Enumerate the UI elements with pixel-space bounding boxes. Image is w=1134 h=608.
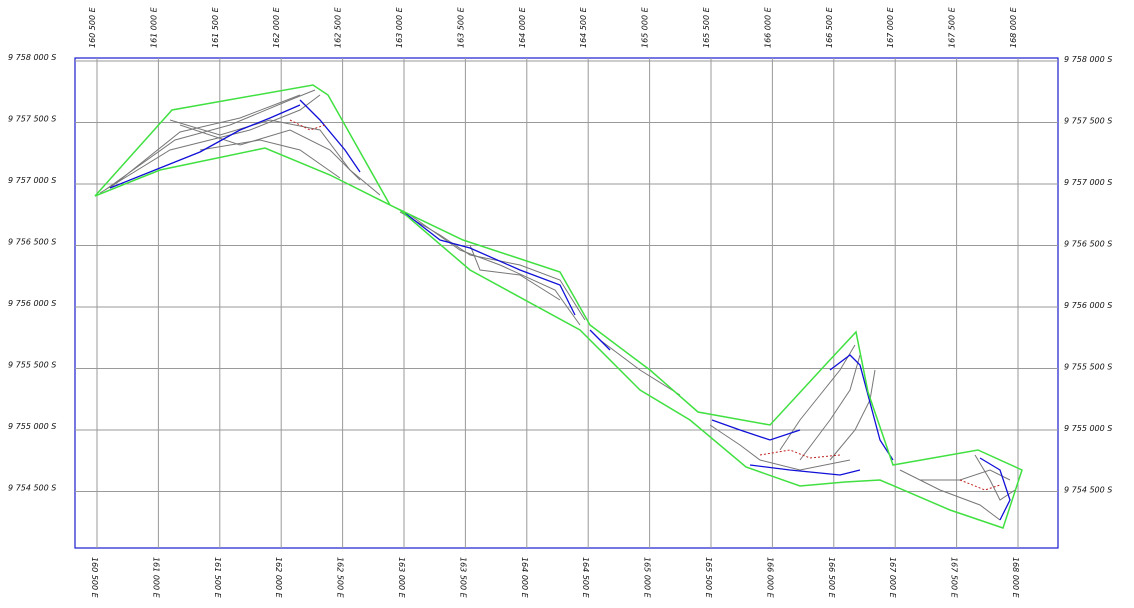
top-coordinate-label: 166 500 E: [825, 6, 834, 48]
top-coordinate-label: 167 500 E: [948, 6, 957, 48]
bottom-coordinate-label: 166 000 E: [765, 557, 774, 599]
bottom-coordinate-label: 161 500 E: [213, 557, 222, 599]
top-coordinate-label: 162 500 E: [334, 6, 343, 48]
top-coordinate-label: 166 000 E: [763, 6, 772, 48]
top-coordinate-label: 164 000 E: [518, 6, 527, 48]
bottom-coordinate-label: 163 000 E: [397, 557, 406, 599]
bottom-coordinate-label: 161 000 E: [151, 557, 160, 599]
right-coordinate-label: 9 757 500 S: [1064, 117, 1112, 126]
right-coordinate-label: 9 754 500 S: [1064, 486, 1112, 495]
top-coordinate-label: 165 000 E: [641, 6, 650, 48]
grid: [75, 58, 1058, 548]
right-coordinate-label: 9 755 000 S: [1064, 424, 1112, 433]
bottom-coordinate-label: 164 000 E: [520, 557, 529, 599]
bottom-coordinate-label: 167 500 E: [950, 557, 959, 599]
bottom-coordinate-label: 164 500 E: [581, 557, 590, 599]
right-coordinate-label: 9 756 000 S: [1064, 301, 1112, 310]
left-coordinate-label: 9 754 500 S: [8, 484, 56, 493]
right-coordinate-label: 9 757 000 S: [1064, 178, 1112, 187]
bottom-coordinate-label: 166 500 E: [827, 557, 836, 599]
top-coordinate-label: 163 000 E: [395, 6, 404, 48]
bottom-coordinate-label: 163 500 E: [458, 557, 467, 599]
map-frame: [74, 57, 1059, 549]
left-coordinate-label: 9 755 000 S: [8, 422, 56, 431]
left-coordinate-label: 9 756 000 S: [8, 299, 56, 308]
top-coordinate-label: 162 000 E: [272, 6, 281, 48]
top-coordinate-label: 163 500 E: [456, 6, 465, 48]
left-coordinate-label: 9 758 000 S: [8, 53, 56, 62]
top-coordinate-label: 161 000 E: [149, 6, 158, 48]
spot-lines: [289, 119, 1001, 491]
top-coordinate-label: 167 000 E: [886, 6, 895, 48]
left-coordinate-label: 9 757 500 S: [8, 115, 56, 124]
top-coordinate-label: 160 500 E: [88, 6, 97, 48]
left-coordinate-label: 9 755 500 S: [8, 361, 56, 370]
top-coordinate-label: 161 500 E: [211, 6, 220, 48]
bottom-coordinate-label: 165 500 E: [704, 557, 713, 599]
bottom-coordinate-label: 162 500 E: [336, 557, 345, 599]
index-contours: [109, 99, 1011, 521]
bottom-coordinate-label: 160 500 E: [90, 557, 99, 599]
bottom-coordinate-label: 167 000 E: [888, 557, 897, 599]
bottom-coordinate-label: 168 000 E: [1011, 557, 1020, 599]
bottom-coordinate-label: 162 000 E: [274, 557, 283, 599]
contours: [99, 89, 1016, 521]
survey-boundary: [94, 84, 1023, 529]
bottom-coordinate-label: 165 000 E: [643, 557, 652, 599]
top-coordinate-label: 164 500 E: [579, 6, 588, 48]
right-coordinate-label: 9 755 500 S: [1064, 363, 1112, 372]
right-coordinate-label: 9 756 500 S: [1064, 240, 1112, 249]
top-coordinate-label: 165 500 E: [702, 6, 711, 48]
right-coordinate-label: 9 758 000 S: [1064, 55, 1112, 64]
top-coordinate-label: 168 000 E: [1009, 6, 1018, 48]
left-coordinate-label: 9 757 000 S: [8, 176, 56, 185]
left-coordinate-label: 9 756 500 S: [8, 238, 56, 247]
